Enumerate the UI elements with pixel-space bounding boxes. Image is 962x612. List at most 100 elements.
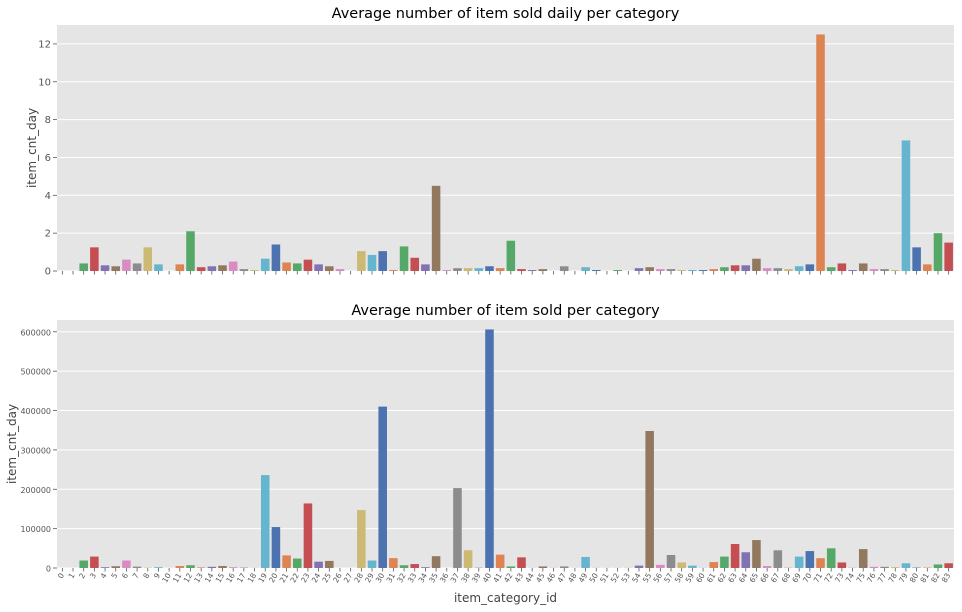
y-tick-label: 200000: [20, 486, 51, 495]
bar-category-9: [154, 567, 163, 568]
bar-category-12: [186, 565, 195, 568]
x-tick-label: 6: [120, 571, 130, 580]
x-tick-label: 56: [652, 571, 665, 584]
bar-category-43: [517, 557, 526, 568]
bar-category-4: [100, 265, 110, 271]
bar-category-52: [613, 270, 622, 271]
bar-category-64: [741, 265, 751, 271]
bar-category-82: [933, 564, 943, 568]
bar-category-63: [730, 543, 740, 568]
bar-category-75: [858, 549, 868, 568]
x-tick-label: 1: [67, 571, 77, 580]
bar-category-66: [762, 268, 772, 271]
bar-category-74: [848, 270, 857, 271]
x-tick-label: 52: [609, 571, 622, 584]
bar-category-31: [389, 558, 398, 568]
bar-category-15: [218, 265, 227, 271]
x-tick-label: 2: [77, 571, 87, 580]
x-tick-label: 21: [278, 571, 291, 584]
bar-category-54: [634, 268, 644, 271]
y-tick-label: 100000: [20, 525, 51, 534]
x-tick-label: 45: [534, 571, 547, 584]
x-tick-label: 83: [940, 571, 953, 584]
x-tick-label: 4: [99, 571, 109, 580]
bar-category-47: [559, 566, 569, 568]
bar-category-45: [538, 269, 548, 271]
x-tick-label: 13: [192, 571, 205, 584]
bar-category-58: [677, 562, 686, 568]
x-tick-label: 23: [299, 571, 312, 584]
bar-category-14: [207, 566, 217, 568]
y-tick-label: 0: [45, 267, 51, 278]
bar-category-35: [431, 185, 441, 271]
x-tick-label: 18: [246, 571, 259, 584]
bar-category-62: [720, 267, 729, 271]
x-tick-label: 79: [897, 571, 910, 584]
bar-category-61: [709, 562, 719, 568]
x-tick-label: 60: [694, 571, 707, 584]
bar-category-78: [890, 567, 900, 568]
x-tick-label: 49: [577, 571, 590, 584]
bar-category-22: [292, 558, 302, 568]
bar-category-33: [410, 257, 420, 271]
bar-category-2: [79, 263, 88, 271]
bar-category-70: [805, 551, 815, 568]
bar-category-7: [132, 566, 142, 568]
bar-category-59: [688, 270, 697, 271]
x-tick-label: 20: [267, 571, 280, 584]
y-tick-label: 400000: [20, 407, 51, 416]
bar-category-68: [784, 269, 793, 271]
bar-category-73: [837, 562, 847, 568]
bar-category-37: [453, 268, 462, 271]
bar-category-17: [239, 269, 249, 271]
x-tick-label: 30: [374, 571, 387, 584]
x-tick-label: 48: [566, 571, 579, 584]
x-tick-label: 3: [88, 571, 98, 580]
x-tick-label: 32: [395, 571, 408, 584]
x-tick-label: 63: [726, 571, 739, 584]
bar-category-32: [399, 565, 409, 568]
bar-category-14: [207, 266, 217, 271]
bar-category-23: [303, 503, 313, 568]
x-tick-label: 57: [662, 571, 675, 584]
bar-category-71: [816, 558, 825, 568]
bottom-bars: [79, 329, 953, 568]
bar-category-40: [485, 266, 494, 271]
bar-category-20: [271, 244, 281, 271]
bar-category-73: [837, 263, 847, 271]
x-tick-label: 55: [641, 571, 654, 584]
bar-category-6: [122, 560, 131, 568]
x-tick-label: 10: [160, 571, 173, 584]
bar-category-25: [325, 266, 334, 271]
y-tick-label: 12: [38, 39, 51, 50]
bar-category-79: [901, 563, 911, 568]
bar-category-55: [645, 267, 654, 271]
bar-category-21: [282, 262, 291, 271]
x-tick-label: 44: [523, 571, 536, 584]
bar-category-4: [100, 567, 110, 568]
x-tick-label: 28: [353, 571, 366, 584]
bar-category-59: [688, 565, 697, 568]
y-tick-label: 500000: [20, 368, 51, 377]
bar-category-26: [335, 269, 345, 271]
x-tick-label: 8: [141, 571, 151, 580]
bar-category-75: [858, 263, 868, 271]
bar-category-25: [325, 560, 334, 568]
bar-category-19: [260, 258, 270, 271]
bar-category-38: [463, 268, 473, 271]
bar-category-82: [933, 233, 943, 271]
x-tick-label: 42: [502, 571, 515, 584]
bar-category-76: [869, 566, 879, 568]
x-tick-label: 47: [555, 571, 568, 584]
bar-category-69: [794, 556, 804, 568]
bar-category-20: [271, 527, 281, 568]
bar-category-21: [282, 555, 291, 568]
x-tick-label: 29: [363, 571, 376, 584]
x-tick-label: 15: [214, 571, 227, 584]
bar-category-72: [826, 548, 836, 568]
x-tick-label: 53: [619, 571, 632, 584]
bar-category-37: [453, 488, 462, 568]
bar-category-32: [399, 246, 409, 271]
